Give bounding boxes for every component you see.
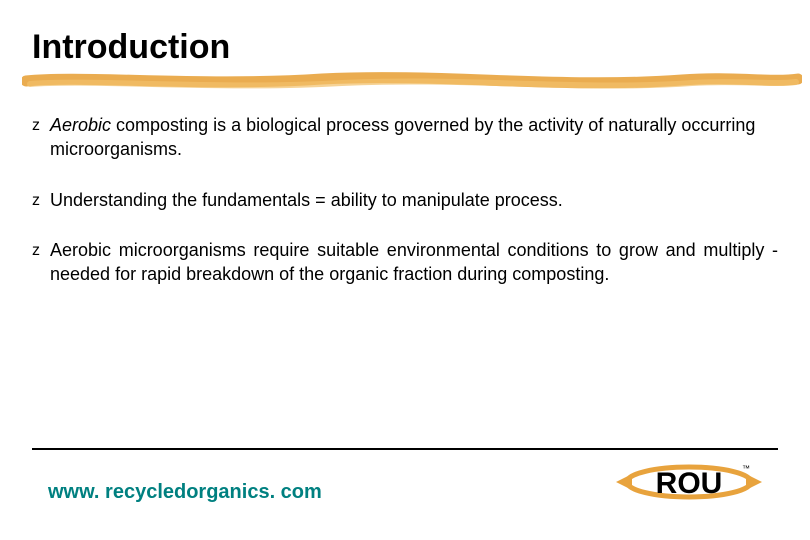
slide: Introduction z Aerobic composting is a b…: [0, 0, 810, 540]
bullet-text: Understanding the fundamentals = ability…: [50, 188, 778, 212]
bullet-list: z Aerobic composting is a biological pro…: [32, 113, 778, 286]
bullet-marker-icon: z: [32, 240, 40, 262]
bullet-item: z Aerobic microorganisms require suitabl…: [32, 238, 778, 287]
bullet-text: Aerobic composting is a biological proce…: [50, 113, 778, 162]
title-underline: [32, 73, 778, 91]
bullet-marker-icon: z: [32, 190, 40, 212]
bullet-text: Aerobic microorganisms require suitable …: [50, 238, 778, 287]
slide-title: Introduction: [32, 28, 778, 67]
footer-divider: [32, 448, 778, 450]
bullet-marker-icon: z: [32, 115, 40, 137]
footer-url: www. recycledorganics. com: [48, 481, 322, 504]
bullet-item: z Understanding the fundamentals = abili…: [32, 188, 778, 212]
bullet-lead-italic: Aerobic: [50, 115, 111, 135]
logo-tm: ™: [742, 464, 750, 473]
logo-text: ROU: [656, 467, 723, 500]
rou-logo: ROU ™: [614, 457, 764, 512]
bullet-rest: composting is a biological process gover…: [50, 115, 755, 159]
bullet-item: z Aerobic composting is a biological pro…: [32, 113, 778, 162]
